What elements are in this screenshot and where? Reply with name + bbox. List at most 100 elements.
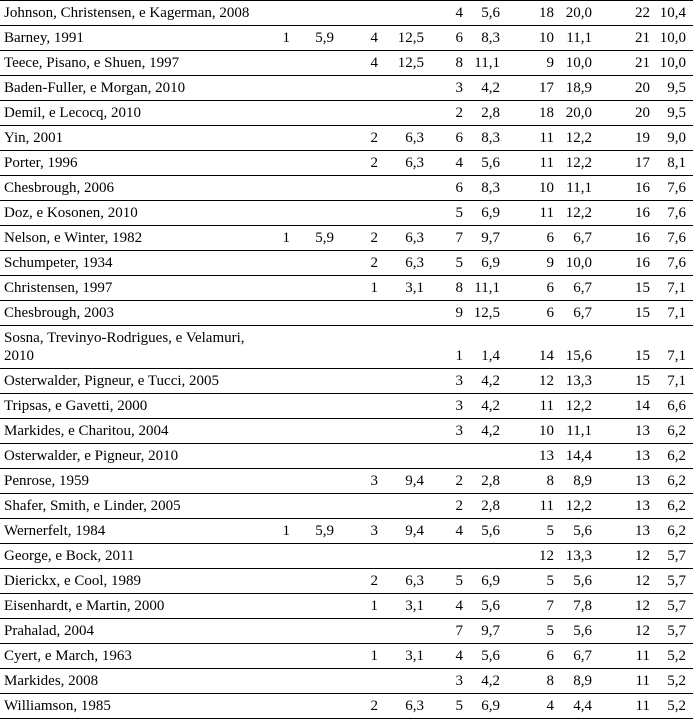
value-cell <box>270 301 297 326</box>
value-cell <box>270 469 297 494</box>
value-cell: 12,2 <box>565 398 592 414</box>
value-cell: 1 <box>370 280 379 296</box>
value-cell: 11 <box>635 673 650 689</box>
value-cell: 13 <box>635 423 650 439</box>
value-cell: 10,0 <box>659 55 686 71</box>
value-cell <box>270 51 297 76</box>
value-cell: 14 <box>635 398 650 414</box>
value-cell: 11 <box>539 398 554 414</box>
value-cell: 4 <box>370 30 379 46</box>
value-cell <box>297 301 341 326</box>
value-cell: 12 <box>539 373 554 389</box>
value-cell <box>385 494 431 519</box>
value-cell <box>385 369 431 394</box>
value-cell <box>341 1 385 26</box>
value-cell: 12,2 <box>565 205 592 221</box>
value-cell: 2,8 <box>481 473 500 489</box>
value-cell: 7 <box>455 230 464 246</box>
table-row: George, e Bock, 2011 12 13,3 12 5,7 <box>0 544 693 569</box>
value-cell <box>341 369 385 394</box>
value-cell <box>385 394 431 419</box>
author-cell: George, e Bock, 2011 <box>4 548 135 564</box>
value-cell: 12,5 <box>397 55 424 71</box>
author-cell: Teece, Pisano, e Shuen, 1997 <box>4 55 180 71</box>
value-cell: 12,5 <box>397 30 424 46</box>
value-cell: 6 <box>546 648 555 664</box>
value-cell: 5,6 <box>573 523 592 539</box>
value-cell: 4 <box>455 5 464 21</box>
author-cell: Baden-Fuller, e Morgan, 2010 <box>4 80 186 96</box>
value-cell: 4 <box>546 698 555 714</box>
value-cell: 5 <box>546 623 555 639</box>
value-cell: 10,0 <box>565 255 592 271</box>
value-cell: 5,6 <box>481 155 500 171</box>
value-cell: 5,2 <box>667 648 686 664</box>
value-cell <box>270 669 297 694</box>
value-cell: 1 <box>370 648 379 664</box>
value-cell: 12 <box>539 548 554 564</box>
value-cell: 4,4 <box>573 698 592 714</box>
value-cell: 10 <box>539 30 554 46</box>
value-cell: 6,3 <box>405 698 424 714</box>
value-cell: 9 <box>546 255 555 271</box>
value-cell: 4,2 <box>481 80 500 96</box>
value-cell <box>385 544 431 569</box>
value-cell: 6 <box>546 305 555 321</box>
value-cell: 8,3 <box>481 180 500 196</box>
value-cell: 10 <box>539 423 554 439</box>
value-cell: 1 <box>282 230 291 246</box>
table-row: Osterwalder, Pigneur, e Tucci, 2005 3 4,2 1… <box>0 369 693 394</box>
value-cell: 8,3 <box>481 30 500 46</box>
author-cell: Chesbrough, 2003 <box>4 305 114 321</box>
value-cell <box>270 619 297 644</box>
value-cell: 8,1 <box>667 155 686 171</box>
table-row: Shafer, Smith, e Linder, 2005 2 2,8 11 12,2 1… <box>0 494 693 519</box>
table-row: Chesbrough, 2006 6 8,3 10 11,1 16 7,6 <box>0 176 693 201</box>
value-cell: 6 <box>455 180 464 196</box>
value-cell: 3 <box>370 523 379 539</box>
author-cell: Markides, e Charitou, 2004 <box>4 423 169 439</box>
value-cell: 16 <box>635 255 650 271</box>
value-cell: 2 <box>455 105 464 121</box>
value-cell <box>297 276 341 301</box>
author-cell: Eisenhardt, e Martin, 2000 <box>4 598 165 614</box>
value-cell: 7 <box>455 623 464 639</box>
value-cell <box>470 544 507 569</box>
value-cell <box>297 326 341 369</box>
table-row: Tripsas, e Gavetti, 2000 3 4,2 11 12,2 14 6,6 <box>0 394 693 419</box>
value-cell: 2 <box>370 230 379 246</box>
value-cell <box>297 201 341 226</box>
value-cell: 5,6 <box>481 598 500 614</box>
value-cell <box>270 151 297 176</box>
value-cell: 4,2 <box>481 398 500 414</box>
table-row: Wernerfelt, 1984 1 5,9 3 9,4 4 5,6 5 5,6 13 6,2 <box>0 519 693 544</box>
value-cell <box>270 326 297 369</box>
value-cell: 11 <box>635 698 650 714</box>
value-cell: 1 <box>282 30 291 46</box>
value-cell: 12,2 <box>565 498 592 514</box>
value-cell: 6,2 <box>667 448 686 464</box>
value-cell <box>341 101 385 126</box>
value-cell: 2 <box>455 473 464 489</box>
value-cell <box>270 1 297 26</box>
value-cell: 6,3 <box>405 573 424 589</box>
value-cell <box>297 126 341 151</box>
value-cell: 3,1 <box>405 280 424 296</box>
table-row: Cyert, e March, 1963 1 3,1 4 5,6 6 6,7 11 5,2 <box>0 644 693 669</box>
value-cell: 11 <box>539 205 554 221</box>
value-cell: 18 <box>539 105 554 121</box>
author-cell: Shafer, Smith, e Linder, 2005 <box>4 498 181 514</box>
table-row: Porter, 1996 2 6,3 4 5,6 11 12,2 17 8,1 <box>0 151 693 176</box>
value-cell: 12 <box>635 598 650 614</box>
value-cell: 3,1 <box>405 648 424 664</box>
value-cell: 11,1 <box>566 30 592 46</box>
value-cell <box>270 494 297 519</box>
author-cell: Osterwalder, e Pigneur, 2010 <box>4 448 179 464</box>
value-cell <box>431 444 470 469</box>
author-cell: Prahalad, 2004 <box>4 623 94 639</box>
value-cell <box>385 1 431 26</box>
value-cell: 6,7 <box>573 648 592 664</box>
value-cell: 10 <box>539 180 554 196</box>
value-cell: 5,7 <box>667 623 686 639</box>
